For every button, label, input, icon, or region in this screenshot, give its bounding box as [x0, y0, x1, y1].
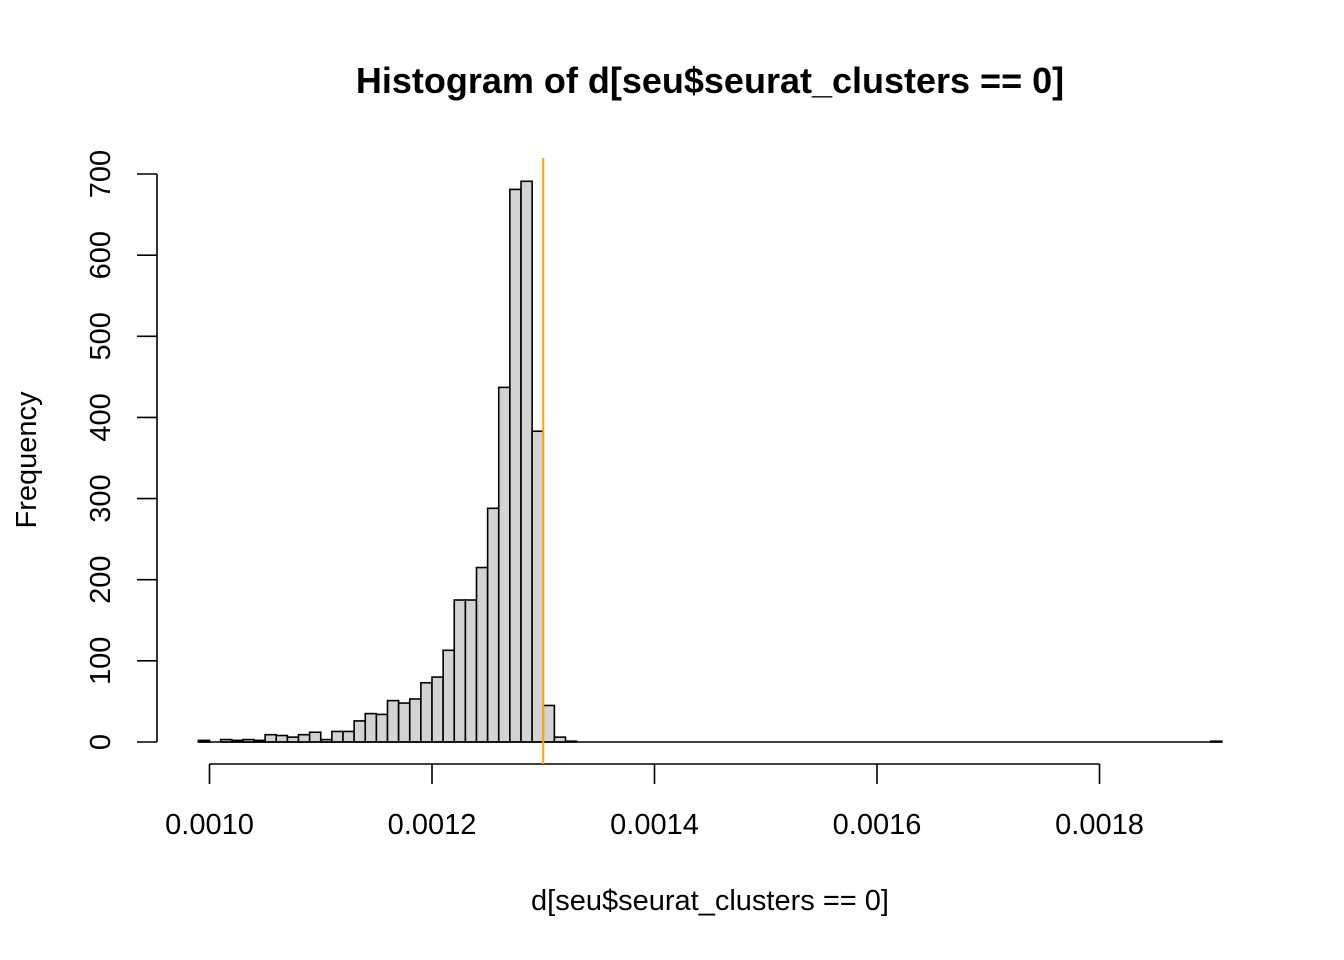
histogram-bar — [442, 649, 456, 743]
y-tick-label: 200 — [85, 556, 117, 604]
histogram-bar — [342, 730, 355, 743]
y-tick-label: 600 — [85, 231, 117, 279]
x-tick-label: 0.0010 — [165, 809, 254, 841]
x-tick-label: 0.0018 — [1055, 809, 1144, 841]
histogram-bar — [353, 720, 367, 743]
histogram-bar — [364, 712, 378, 743]
x-tick-label: 0.0012 — [388, 809, 477, 841]
histogram-bar — [475, 566, 489, 743]
histogram-bar — [542, 704, 556, 743]
y-tick-label: 500 — [85, 312, 117, 360]
histogram-bar — [420, 681, 433, 743]
histogram-bar — [408, 698, 422, 743]
histogram-bar — [531, 430, 545, 743]
histogram-bar — [375, 713, 389, 743]
histogram-bar — [431, 676, 444, 743]
chart-title: Histogram of d[seu$seurat_clusters == 0] — [356, 60, 1064, 101]
histogram-bar — [497, 386, 511, 743]
histogram-bar — [308, 731, 322, 743]
y-axis: 0 100 200 300 400 500 600 700 — [85, 150, 158, 750]
histogram-bar — [264, 733, 278, 743]
histogram-bar — [486, 507, 500, 743]
x-tick-label: 0.0016 — [833, 809, 922, 841]
y-tick-label: 700 — [85, 150, 117, 198]
histogram-bar — [275, 734, 289, 743]
histogram-bar — [331, 730, 344, 743]
y-tick-label: 100 — [85, 637, 117, 685]
y-tick-label: 0 — [85, 734, 117, 750]
histogram-bar — [453, 599, 467, 743]
y-tick-label: 300 — [85, 474, 117, 522]
histogram-bar — [520, 180, 533, 743]
x-axis-label: d[seu$seurat_clusters == 0] — [531, 885, 889, 917]
y-tick-label: 400 — [85, 393, 117, 441]
histogram-bar — [397, 702, 411, 743]
bars-group — [197, 180, 1223, 743]
histogram-bar — [509, 188, 522, 743]
x-axis: 0.0010 0.0012 0.0014 0.0016 0.0018 — [165, 763, 1144, 841]
histogram-bar — [297, 733, 311, 743]
x-tick-label: 0.0014 — [610, 809, 699, 841]
histogram-bar — [464, 599, 478, 743]
y-axis-label: Frequency — [11, 391, 43, 529]
histogram-bar — [386, 699, 400, 743]
